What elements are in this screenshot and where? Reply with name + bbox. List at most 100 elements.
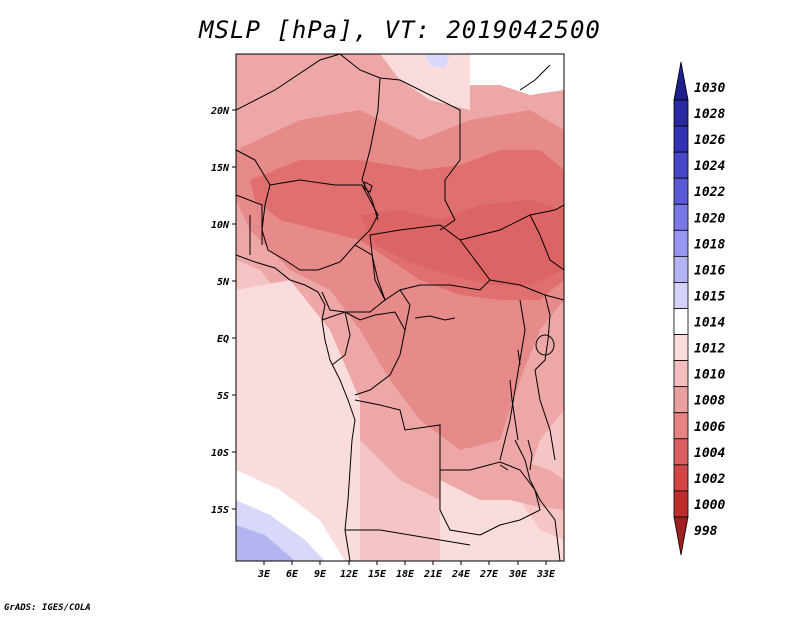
lon-tick-label: 6E xyxy=(286,569,299,580)
colorbar-label: 1030 xyxy=(694,81,725,96)
lon-tick-label: 18E xyxy=(396,569,415,580)
colorbar-label: 1020 xyxy=(694,211,725,226)
colorbar-swatch xyxy=(673,229,689,257)
colorbar-swatch xyxy=(673,177,689,205)
colorbar-swatch xyxy=(673,99,689,127)
lon-tick-label: 12E xyxy=(340,569,359,580)
lat-tick-label: 10N xyxy=(211,220,230,231)
field-zone-north-blue xyxy=(425,54,450,68)
colorbar-label: 1022 xyxy=(694,185,725,200)
border-nigeria xyxy=(261,179,379,271)
border-namibia xyxy=(345,529,471,546)
colorbar-label: 1015 xyxy=(694,289,725,304)
pressure-field xyxy=(236,54,564,561)
colorbar-label: 1012 xyxy=(694,342,725,357)
colorbar-swatch xyxy=(673,490,689,518)
colorbar-swatch xyxy=(673,61,689,101)
field-zone-1016-south xyxy=(236,525,295,561)
lon-tick-label: 33E xyxy=(536,569,556,580)
border-tanzania xyxy=(534,369,556,461)
lon-tick-label: 24E xyxy=(451,569,471,580)
grads-credit: GrADS: IGES/COLA xyxy=(4,603,91,613)
lon-tick-label: 15E xyxy=(368,569,387,580)
coastline xyxy=(236,254,356,561)
lake-kivu xyxy=(517,349,521,366)
lake-tanganyika xyxy=(509,379,519,441)
colorbar-label: 1026 xyxy=(694,133,725,148)
border-west xyxy=(236,149,271,186)
colorbar-swatch xyxy=(673,308,689,335)
field-zone-northeast-high xyxy=(470,54,564,95)
border-ethiopia xyxy=(529,214,564,271)
border-gabon xyxy=(321,311,351,366)
colorbar-swatch xyxy=(673,516,689,556)
border-redsea xyxy=(519,64,551,91)
colorbar-swatch xyxy=(673,282,689,309)
colorbar-swatch xyxy=(673,334,689,362)
lat-tick-label: 15N xyxy=(211,163,230,174)
border-west-2 xyxy=(236,194,263,245)
colorbar-label: 1004 xyxy=(694,446,725,461)
lon-tick-label: 3E xyxy=(257,569,271,580)
border-south-sudan-east xyxy=(489,279,564,301)
border-zambia-east xyxy=(469,461,541,536)
lat-tick-label: 5N xyxy=(217,277,230,288)
border-chad-sudan xyxy=(439,159,461,231)
border-cameroon xyxy=(321,244,386,313)
lat-axis: 20N 15N 10N 5N EQ 5S 10S 15S xyxy=(210,106,236,516)
field-zone-north-high xyxy=(380,54,470,110)
colorbar-label: 1016 xyxy=(694,263,725,278)
lakes xyxy=(363,181,555,471)
lake-mweru xyxy=(499,464,509,471)
colorbar-swatch xyxy=(673,255,689,283)
field-zone-se-1010 xyxy=(470,460,564,510)
lat-tick-label: 20N xyxy=(210,106,230,117)
colorbar-swatch xyxy=(673,125,689,153)
lon-tick-label: 21E xyxy=(423,569,443,580)
colorbar-label: 1002 xyxy=(694,472,725,487)
border-congo xyxy=(344,311,406,331)
colorbar-swatch xyxy=(673,203,689,231)
colorbar-label: 998 xyxy=(694,524,718,539)
border-uganda-kenya xyxy=(534,294,551,371)
lat-tick-label: 10S xyxy=(211,448,229,459)
lat-tick-label: EQ xyxy=(217,334,229,345)
border-drc-north xyxy=(354,289,411,396)
colorbar-swatch xyxy=(673,360,689,388)
border-mozambique xyxy=(539,499,561,561)
colorbar-label: 1028 xyxy=(694,107,725,122)
border-libya xyxy=(339,54,461,160)
river-congo xyxy=(414,315,456,321)
map-title: MSLP [hPa], VT: 2019042500 xyxy=(199,16,601,44)
colorbar-label: 1018 xyxy=(694,237,725,252)
border-chad-niger xyxy=(361,77,381,221)
lake-chad xyxy=(363,181,373,193)
colorbar-label: 1000 xyxy=(694,498,725,513)
border-malawi xyxy=(514,439,541,501)
lat-tick-label: 5S xyxy=(217,391,229,402)
plot-frame xyxy=(235,53,565,562)
lon-tick-label: 9E xyxy=(314,569,327,580)
border-niger-algeria xyxy=(236,54,341,111)
country-borders xyxy=(236,54,564,561)
lon-tick-label: 27E xyxy=(479,569,499,580)
lat-tick-label: 15S xyxy=(211,505,229,516)
colorbar-swatch xyxy=(673,386,689,414)
lon-tick-label: 30E xyxy=(508,569,528,580)
lon-axis: 3E 6E 9E 12E 15E 18E 21E 24E 27E 30E 33E xyxy=(257,561,556,580)
colorbar-swatch xyxy=(673,151,689,179)
colorbar-label: 1024 xyxy=(694,159,725,174)
colorbar: 1030 1028 1026 1024 1022 1020 1018 1016 1015 1014… xyxy=(673,61,725,556)
colorbar-swatch xyxy=(673,464,689,492)
lake-malawi xyxy=(527,439,533,471)
border-angola-zambia xyxy=(439,470,481,536)
colorbar-label: 1006 xyxy=(694,420,725,435)
field-zone-southeast-high xyxy=(440,480,564,561)
colorbar-label: 1010 xyxy=(694,368,725,383)
colorbar-swatch xyxy=(673,438,689,466)
colorbar-swatch xyxy=(673,412,689,440)
border-drc-east xyxy=(499,299,526,461)
colorbar-label: 1014 xyxy=(694,316,725,331)
lake-victoria xyxy=(535,334,555,356)
